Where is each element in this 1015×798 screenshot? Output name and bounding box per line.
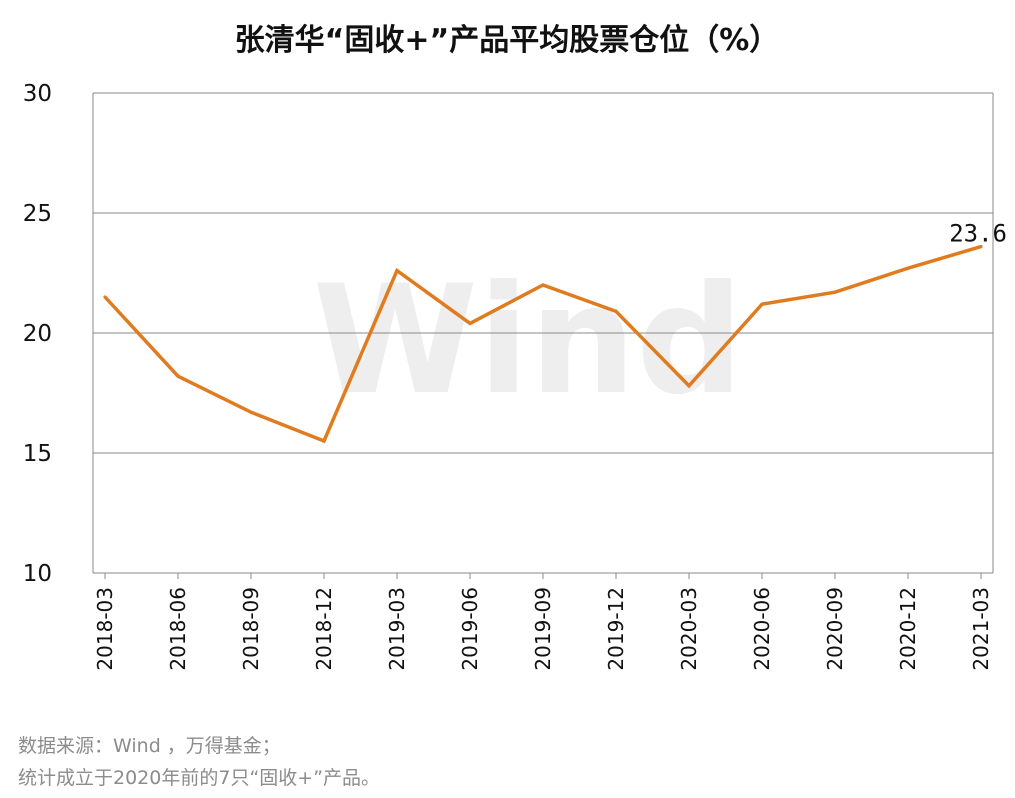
x-tick-label: 2019-12 <box>604 587 628 671</box>
x-tick-label: 2018-12 <box>312 587 336 671</box>
y-axis-ticks: 30 25 20 15 10 <box>23 81 52 587</box>
x-tick-label: 2018-06 <box>166 587 190 671</box>
scope-note: 统计成立于2020年前的7只“固收+”产品。 <box>18 767 381 789</box>
x-tick-label: 2020-03 <box>677 587 701 671</box>
series-layer: 23.6 <box>103 220 1007 444</box>
y-tick-label: 10 <box>23 561 52 587</box>
data-point <box>249 410 253 414</box>
x-tick-label: 2019-03 <box>385 587 409 671</box>
data-point <box>541 283 545 287</box>
data-point <box>103 295 107 299</box>
data-point <box>614 309 618 313</box>
x-tick-label: 2021-03 <box>969 587 993 671</box>
x-tick-label: 2019-06 <box>458 587 482 671</box>
x-tick-label: 2018-03 <box>93 587 117 671</box>
data-point <box>687 384 691 388</box>
x-tick-label: 2020-12 <box>896 587 920 671</box>
data-point <box>322 439 326 443</box>
grid-lines <box>92 92 994 574</box>
chart-title: 张清华“固收+”产品平均股票仓位（%） <box>235 23 780 58</box>
data-point <box>395 269 399 273</box>
data-point <box>979 245 983 249</box>
data-point <box>906 266 910 270</box>
data-point <box>468 321 472 325</box>
data-point <box>176 374 180 378</box>
x-tick-label: 2018-09 <box>239 587 263 671</box>
source-note: 数据来源：Wind ，万得基金； <box>18 735 281 757</box>
data-point <box>833 290 837 294</box>
data-label-last: 23.6 <box>949 220 1007 248</box>
y-tick-label: 20 <box>23 321 52 347</box>
y-tick-label: 15 <box>23 441 52 467</box>
data-point <box>760 302 764 306</box>
x-tick-label: 2020-06 <box>750 587 774 671</box>
x-tick-label: 2020-09 <box>823 587 847 671</box>
x-tick-label: 2019-09 <box>531 587 555 671</box>
y-tick-label: 30 <box>23 81 52 107</box>
x-axis-ticks: 2018-03 2018-06 2018-09 2018-12 2019-03 2019-… <box>93 573 993 671</box>
y-tick-label: 25 <box>23 201 52 227</box>
wind-watermark: Wind <box>312 254 743 428</box>
